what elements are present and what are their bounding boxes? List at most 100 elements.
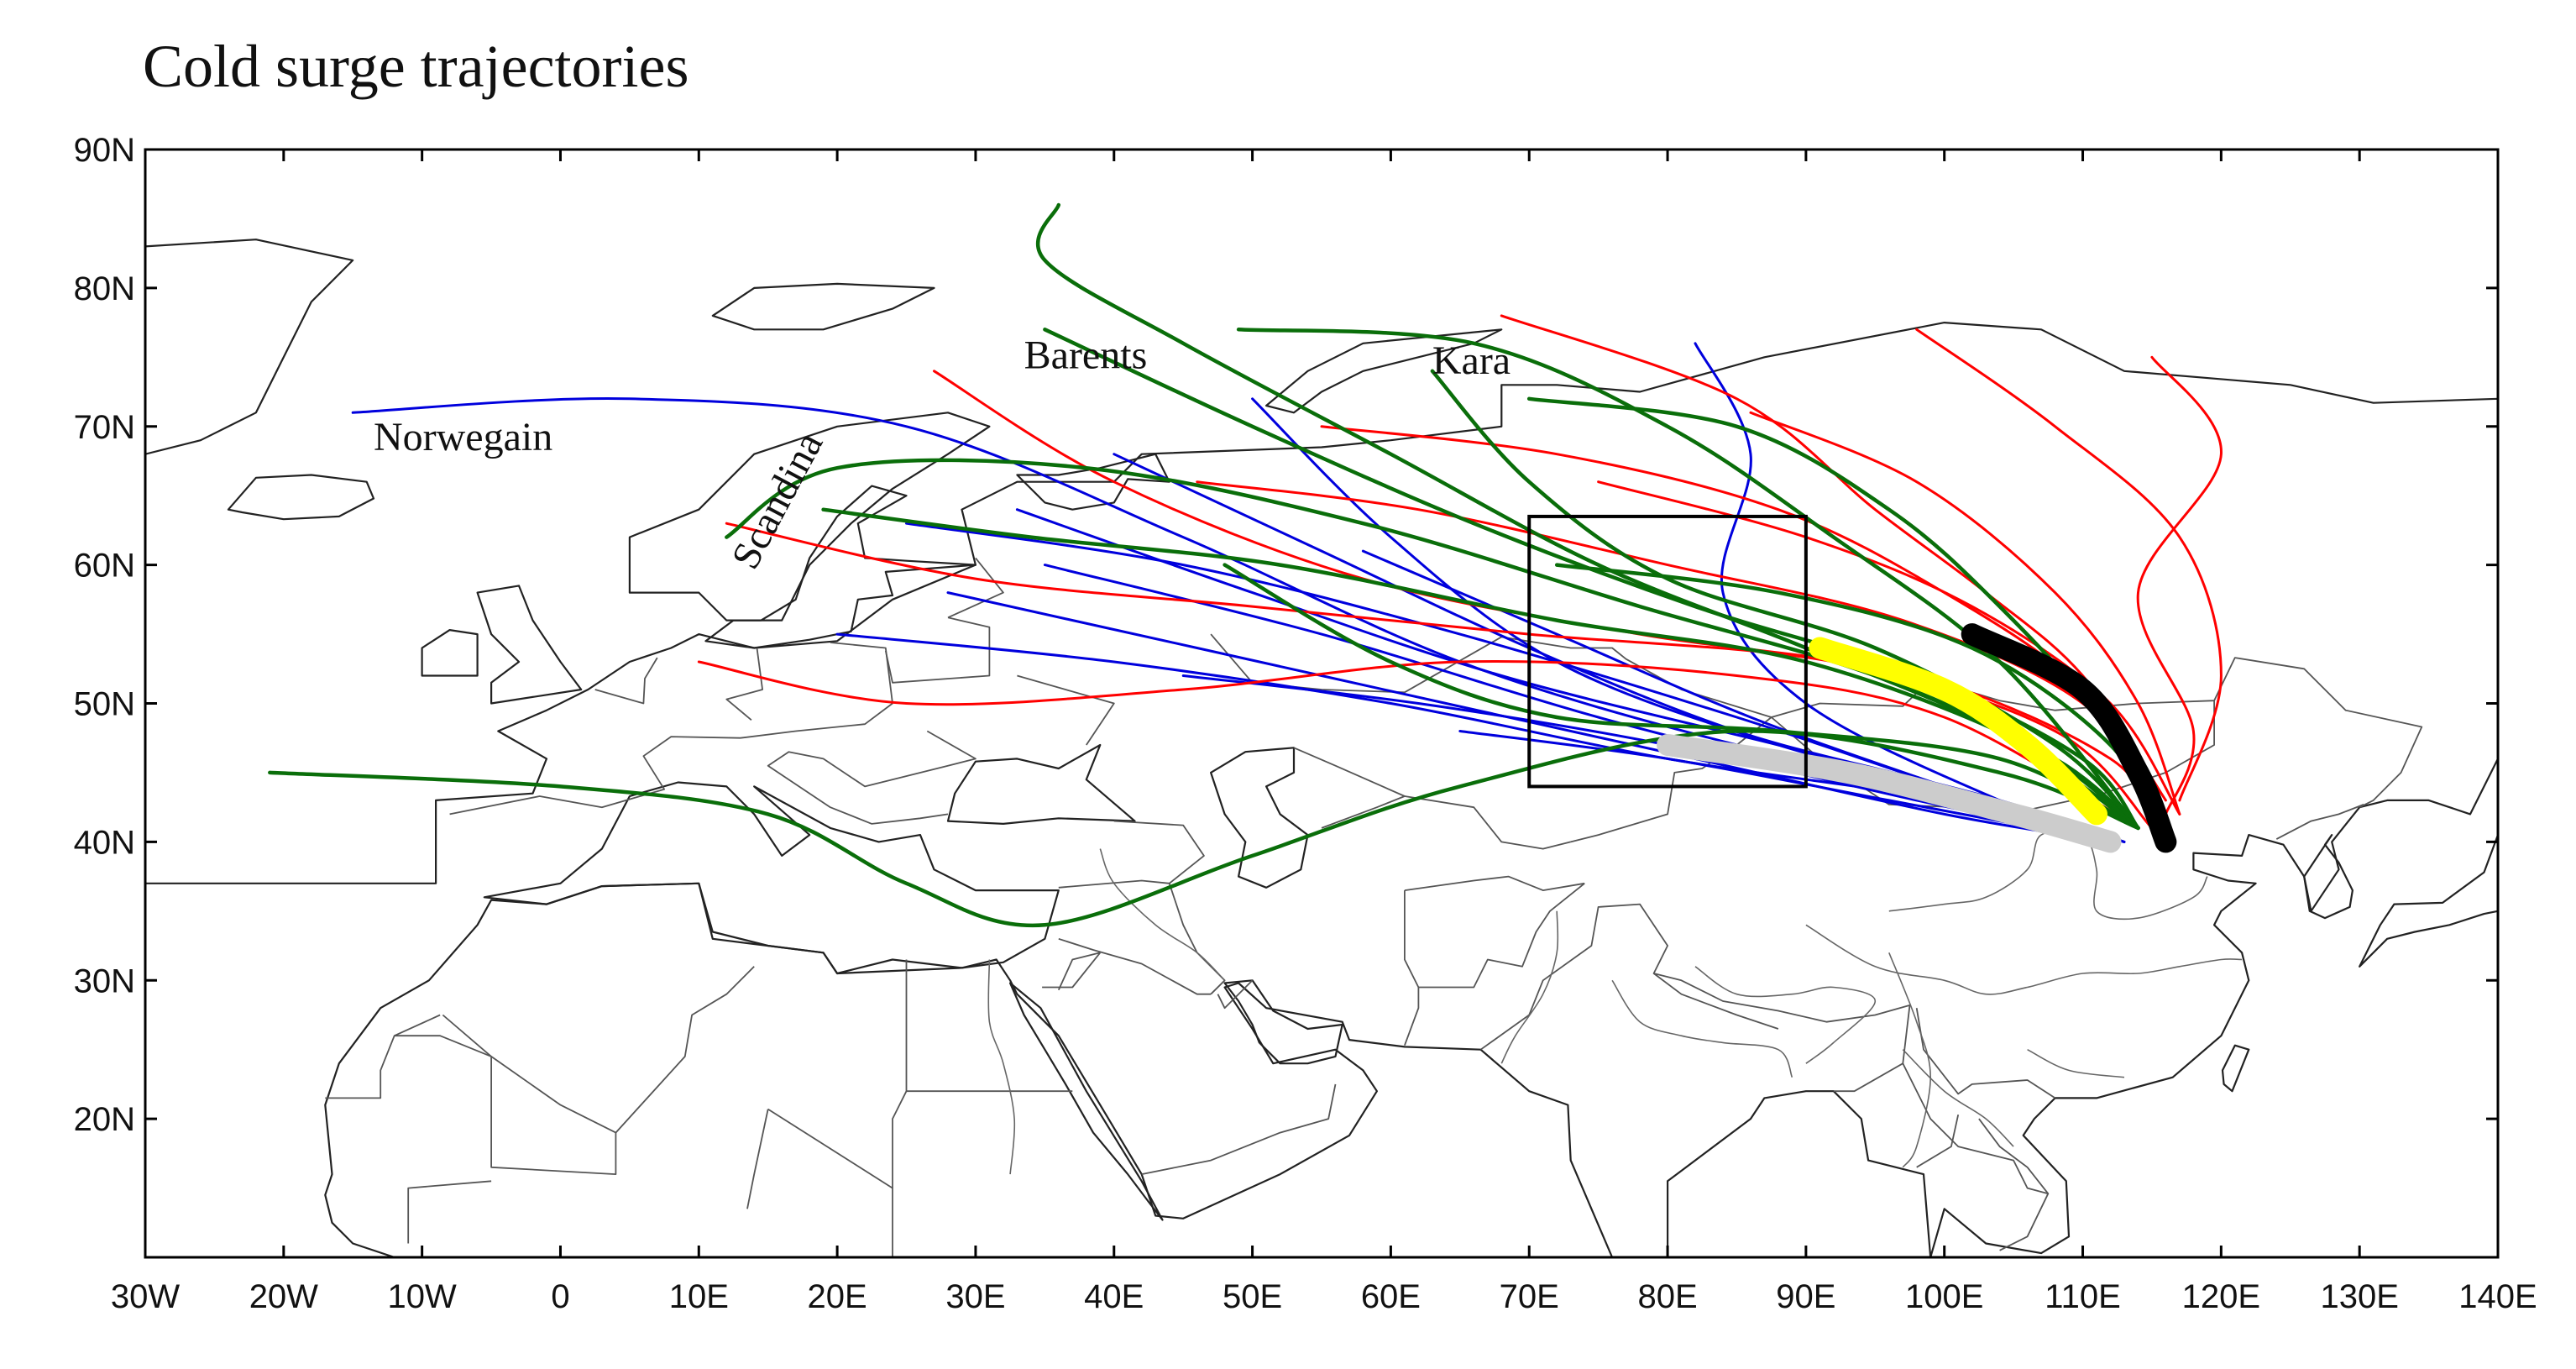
lon-tick-label: 70E (1500, 1278, 1559, 1315)
japan-coastline (2359, 834, 2498, 968)
country-border (1168, 883, 1226, 995)
lon-tick-label: 140E (2458, 1278, 2537, 1315)
trajectory-1-1 (725, 522, 2154, 830)
river-line (1694, 966, 1877, 1064)
river-line (1888, 952, 1932, 1168)
trajectory-1-0 (933, 370, 2154, 830)
korea-coastline (2303, 834, 2353, 920)
trajectory-2-8 (1223, 563, 2140, 831)
country-border (1404, 795, 1571, 850)
country-border (1141, 1083, 1337, 1175)
river-line (1500, 910, 1559, 1064)
country-border (1978, 1118, 2050, 1194)
country-border (449, 642, 893, 816)
country-border (1017, 674, 1115, 746)
country-border (1479, 903, 1911, 1093)
trajectory-1-2 (697, 660, 2139, 830)
country-border (767, 730, 976, 825)
trajectory-1-5 (2136, 355, 2223, 816)
river-line (1902, 1049, 2014, 1147)
country-border (947, 557, 1004, 619)
baltic-sea (704, 485, 976, 649)
lat-tick-label: 30N (74, 962, 135, 999)
trajectory-layer (268, 202, 2223, 928)
white-sea (1016, 453, 1170, 511)
lon-tick-label: 90E (1776, 1278, 1835, 1315)
lon-tick-label: 50E (1223, 1278, 1282, 1315)
trajectory-2-3 (1043, 328, 2140, 831)
lat-tick-label: 90N (74, 132, 135, 169)
country-border (1404, 875, 1585, 891)
trajectory-group (697, 314, 2223, 830)
river-line (1099, 848, 1226, 981)
lat-tick-label: 20N (74, 1101, 135, 1138)
trajectory-1-9 (1749, 411, 2181, 816)
british-isles-coastline (476, 585, 583, 705)
country-border (725, 648, 763, 721)
country-border (325, 1014, 441, 1099)
region-label-1: Barents (1024, 333, 1148, 378)
trajectory-2-0 (268, 729, 2140, 928)
country-border (594, 657, 658, 705)
black-sea (946, 743, 1136, 825)
lat-tick-label: 50N (74, 686, 135, 723)
country-border (1057, 952, 1101, 991)
trajectory-2-5 (1430, 369, 2140, 831)
lon-tick-label: 20W (249, 1278, 318, 1315)
lon-tick-label: 20E (808, 1278, 867, 1315)
lon-tick-label: 30E (945, 1278, 1005, 1315)
river-line (987, 959, 1016, 1175)
country-border (1915, 1008, 2056, 1099)
composite-trajectory-group (1657, 734, 2122, 853)
lon-tick-label: 10E (669, 1278, 729, 1315)
country-border (746, 1109, 769, 1209)
river-line (1805, 924, 2243, 995)
country-border (1293, 747, 1406, 829)
region-label-2: Kara (1432, 338, 1511, 383)
country-border (1404, 987, 1420, 1046)
lat-tick-label: 40N (74, 824, 135, 861)
trajectory-1-7 (1597, 480, 2181, 816)
lat-tick-label: 70N (74, 409, 135, 446)
axis-tick-layer: 30W 20W 10W 0 10E 20E 30E 40E 50E 60E 70E 80E 90E 100… (74, 132, 2537, 1315)
region-label-0: Norwegain (374, 415, 552, 459)
lon-tick-label: 40E (1084, 1278, 1144, 1315)
country-border (1404, 883, 1585, 989)
trajectory-group (268, 202, 2155, 928)
country-border (394, 1035, 617, 1175)
lon-tick-label: 30W (111, 1278, 180, 1315)
svalbard-coastline (711, 282, 935, 331)
composite-trajectory-5-0 (1961, 623, 2177, 853)
country-border (1217, 979, 1254, 1010)
composite-trajectory-group (1961, 623, 2177, 853)
country-border (1058, 937, 1212, 995)
country-border (1058, 820, 1205, 889)
trajectory-0-7 (946, 591, 2112, 843)
lon-tick-label: 120E (2182, 1278, 2260, 1315)
country-border (1902, 1062, 2050, 1251)
country-border (442, 966, 755, 1134)
land-outline-layer (145, 239, 2498, 1257)
trajectory-0-1 (835, 632, 2112, 843)
iceland-coastline (227, 474, 375, 521)
country-border (407, 1180, 492, 1244)
trajectory-1-4 (1915, 328, 2223, 802)
eurasia-coastline (145, 322, 2498, 1257)
ireland-coastline (421, 629, 479, 677)
country-border (884, 616, 991, 684)
lon-tick-label: 80E (1637, 1278, 1697, 1315)
country-border (892, 959, 908, 1188)
region-label-layer: Norwegain Barents Kara Scandina (374, 333, 1511, 577)
composite-trajectory-3-0 (1809, 637, 2107, 826)
map-title: Cold surge trajectories (143, 33, 689, 100)
source-region-box-layer (1527, 514, 1808, 789)
country-border (1042, 952, 1102, 989)
country-border (1653, 973, 1779, 1030)
lon-tick-label: 110E (2045, 1278, 2120, 1315)
red-sea (1009, 982, 1164, 1221)
lon-tick-label: 60E (1361, 1278, 1421, 1315)
composite-trajectory-group (1809, 637, 2107, 826)
lon-tick-label: 0 (551, 1278, 569, 1315)
taiwan-coastline (2221, 1044, 2250, 1093)
